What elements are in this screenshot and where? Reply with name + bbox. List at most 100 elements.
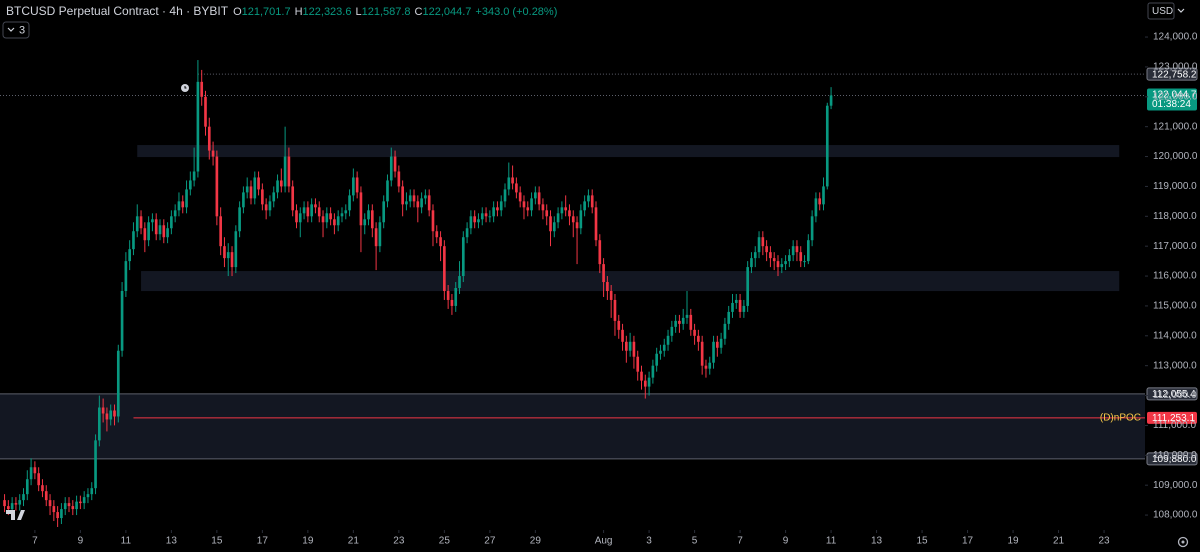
candle-body bbox=[363, 219, 367, 226]
price-tag-label: 122,758.2 bbox=[1152, 69, 1197, 80]
candle-body bbox=[211, 150, 215, 157]
candle-body bbox=[10, 503, 14, 510]
candle-body bbox=[719, 338, 723, 348]
candle-body bbox=[788, 255, 791, 262]
candle-body bbox=[105, 413, 109, 420]
candle-body bbox=[655, 353, 658, 366]
y-tick-label: 115,000.0 bbox=[1153, 301, 1197, 312]
candle-body bbox=[60, 509, 63, 519]
candle-body bbox=[420, 198, 423, 208]
candle-body bbox=[469, 216, 473, 229]
y-tick-label: 122,000.0 bbox=[1153, 91, 1198, 102]
candle-body bbox=[662, 344, 666, 351]
candle-body bbox=[602, 264, 605, 283]
candle-body bbox=[302, 207, 306, 214]
candle-body bbox=[810, 216, 814, 241]
candle-body bbox=[253, 177, 257, 199]
candle-body bbox=[37, 473, 40, 486]
candle-body bbox=[488, 216, 492, 218]
candle-body bbox=[530, 198, 533, 211]
candle-body bbox=[52, 506, 56, 513]
candle-body bbox=[132, 231, 135, 250]
candle-body bbox=[795, 246, 799, 253]
toggle-box[interactable] bbox=[2, 21, 30, 39]
candle-body bbox=[374, 228, 378, 247]
candle-body bbox=[310, 204, 313, 217]
levels: 122,758.2 122,044.701:38:24 112,055.4 111,2… bbox=[0, 67, 1198, 466]
candle-body bbox=[511, 177, 514, 184]
candle-body bbox=[412, 195, 416, 202]
indicator-toggle[interactable]: 3 bbox=[2, 21, 30, 39]
candle-body bbox=[90, 488, 94, 495]
candle-body bbox=[700, 341, 704, 366]
candle-body bbox=[791, 246, 795, 256]
y-tick-label: 123,000.0 bbox=[1153, 62, 1198, 73]
candle-body bbox=[435, 231, 439, 238]
price-tag bbox=[1146, 452, 1198, 466]
candle-body bbox=[765, 246, 768, 253]
candle-body bbox=[185, 189, 188, 208]
gear-icon[interactable] bbox=[1177, 536, 1189, 548]
candle-body bbox=[113, 410, 116, 417]
y-tick-label: 120,000.0 bbox=[1153, 151, 1198, 162]
candle-body bbox=[757, 237, 761, 253]
price-tag-label: 111,253.1 bbox=[1152, 413, 1195, 424]
x-tick-label: 13 bbox=[871, 536, 883, 547]
candle-body bbox=[397, 171, 401, 187]
candle-body bbox=[515, 183, 518, 193]
candle-body bbox=[636, 356, 640, 372]
candle-body bbox=[230, 252, 234, 268]
x-tick-label: 29 bbox=[530, 536, 542, 547]
candle-body bbox=[753, 252, 757, 259]
candle-body bbox=[352, 177, 355, 196]
currency-select[interactable]: USD bbox=[1147, 2, 1185, 20]
candle-body bbox=[803, 261, 806, 263]
candle-body bbox=[818, 198, 822, 205]
candle-body bbox=[746, 267, 749, 306]
candle-body bbox=[177, 201, 181, 211]
candle-body bbox=[389, 156, 393, 181]
candle-body bbox=[382, 201, 386, 223]
candle-body bbox=[799, 252, 803, 262]
candle-body bbox=[541, 204, 545, 211]
candle-body bbox=[314, 204, 317, 208]
x-tick-label: 21 bbox=[1053, 536, 1065, 547]
candle-body bbox=[499, 201, 503, 211]
candle-body bbox=[465, 228, 469, 238]
candle-body bbox=[606, 282, 609, 291]
candle-body bbox=[223, 246, 226, 259]
logo-mark bbox=[6, 510, 25, 520]
candle-body bbox=[249, 186, 253, 199]
price-tag-label: 122,044.7 bbox=[1152, 90, 1197, 101]
candle-body bbox=[261, 189, 264, 205]
currency-box[interactable] bbox=[1147, 2, 1175, 20]
price-tag bbox=[1147, 411, 1197, 424]
candle-body bbox=[446, 290, 450, 300]
candle-body bbox=[617, 320, 621, 330]
candle-body bbox=[734, 299, 738, 303]
y-tick-label: 116,000.0 bbox=[1153, 271, 1197, 282]
x-tick-label: 23 bbox=[1098, 536, 1110, 547]
zones bbox=[0, 145, 1145, 459]
x-tick-label: 17 bbox=[962, 536, 974, 547]
candle-body bbox=[742, 305, 746, 312]
candle-body bbox=[825, 105, 829, 187]
candle-body bbox=[336, 216, 340, 226]
x-tick-label: 21 bbox=[348, 536, 360, 547]
header: BTCUSD Perpetual Contract · 4h · BYBIT O… bbox=[6, 4, 557, 18]
candle-body bbox=[192, 171, 196, 181]
candle-body bbox=[207, 126, 211, 151]
candle-body bbox=[780, 264, 784, 268]
candle-body bbox=[226, 252, 230, 259]
gear-center bbox=[1181, 540, 1185, 544]
countdown-label: 01:38:24 bbox=[1152, 99, 1191, 110]
zone bbox=[137, 145, 1120, 158]
candle-body bbox=[219, 216, 222, 247]
zone bbox=[141, 271, 1120, 292]
candle-body bbox=[670, 326, 674, 336]
candle-body bbox=[507, 177, 511, 190]
x-tick-label: 9 bbox=[783, 536, 789, 547]
candle-body bbox=[708, 362, 712, 369]
settings-button[interactable] bbox=[1177, 536, 1189, 548]
